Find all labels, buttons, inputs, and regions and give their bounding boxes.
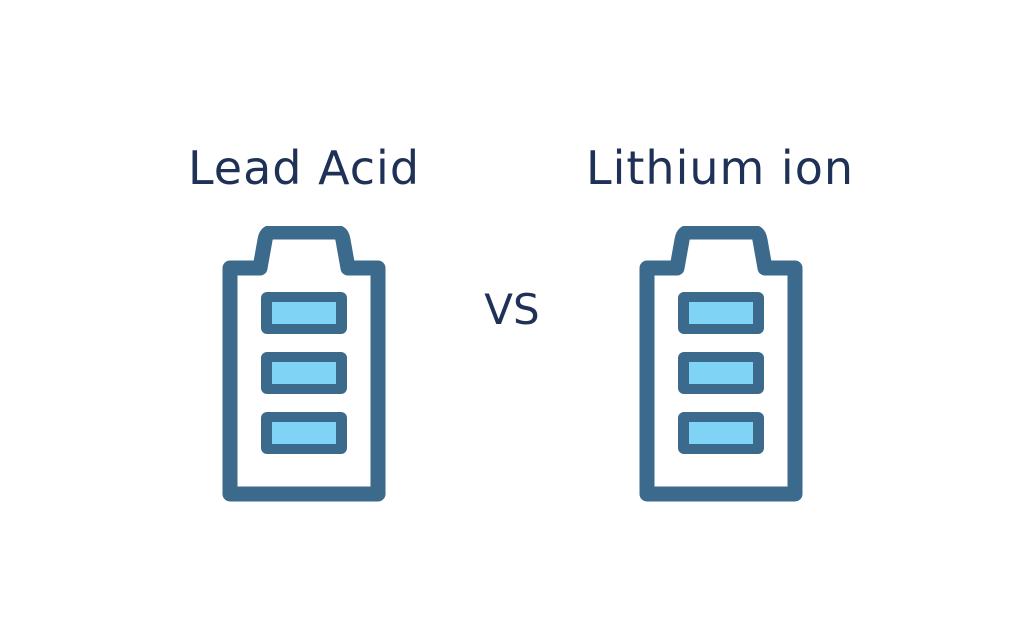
charge-bar-2 <box>678 352 764 394</box>
battery-outline <box>222 226 386 502</box>
battery-full-icon <box>222 226 386 502</box>
battery-outline <box>639 226 803 502</box>
charge-bar-3 <box>261 412 347 454</box>
lead-acid-label: Lead Acid <box>187 141 421 195</box>
vs-separator: VS <box>484 285 540 334</box>
lithium-ion-label: Lithium ion <box>585 141 855 195</box>
charge-bar-3 <box>678 412 764 454</box>
charge-bar-1 <box>678 292 764 334</box>
lithium-ion-battery-icon <box>639 226 803 502</box>
lead-acid-battery-icon <box>222 226 386 502</box>
charge-bar-2 <box>261 352 347 394</box>
charge-bar-1 <box>261 292 347 334</box>
battery-full-icon <box>639 226 803 502</box>
